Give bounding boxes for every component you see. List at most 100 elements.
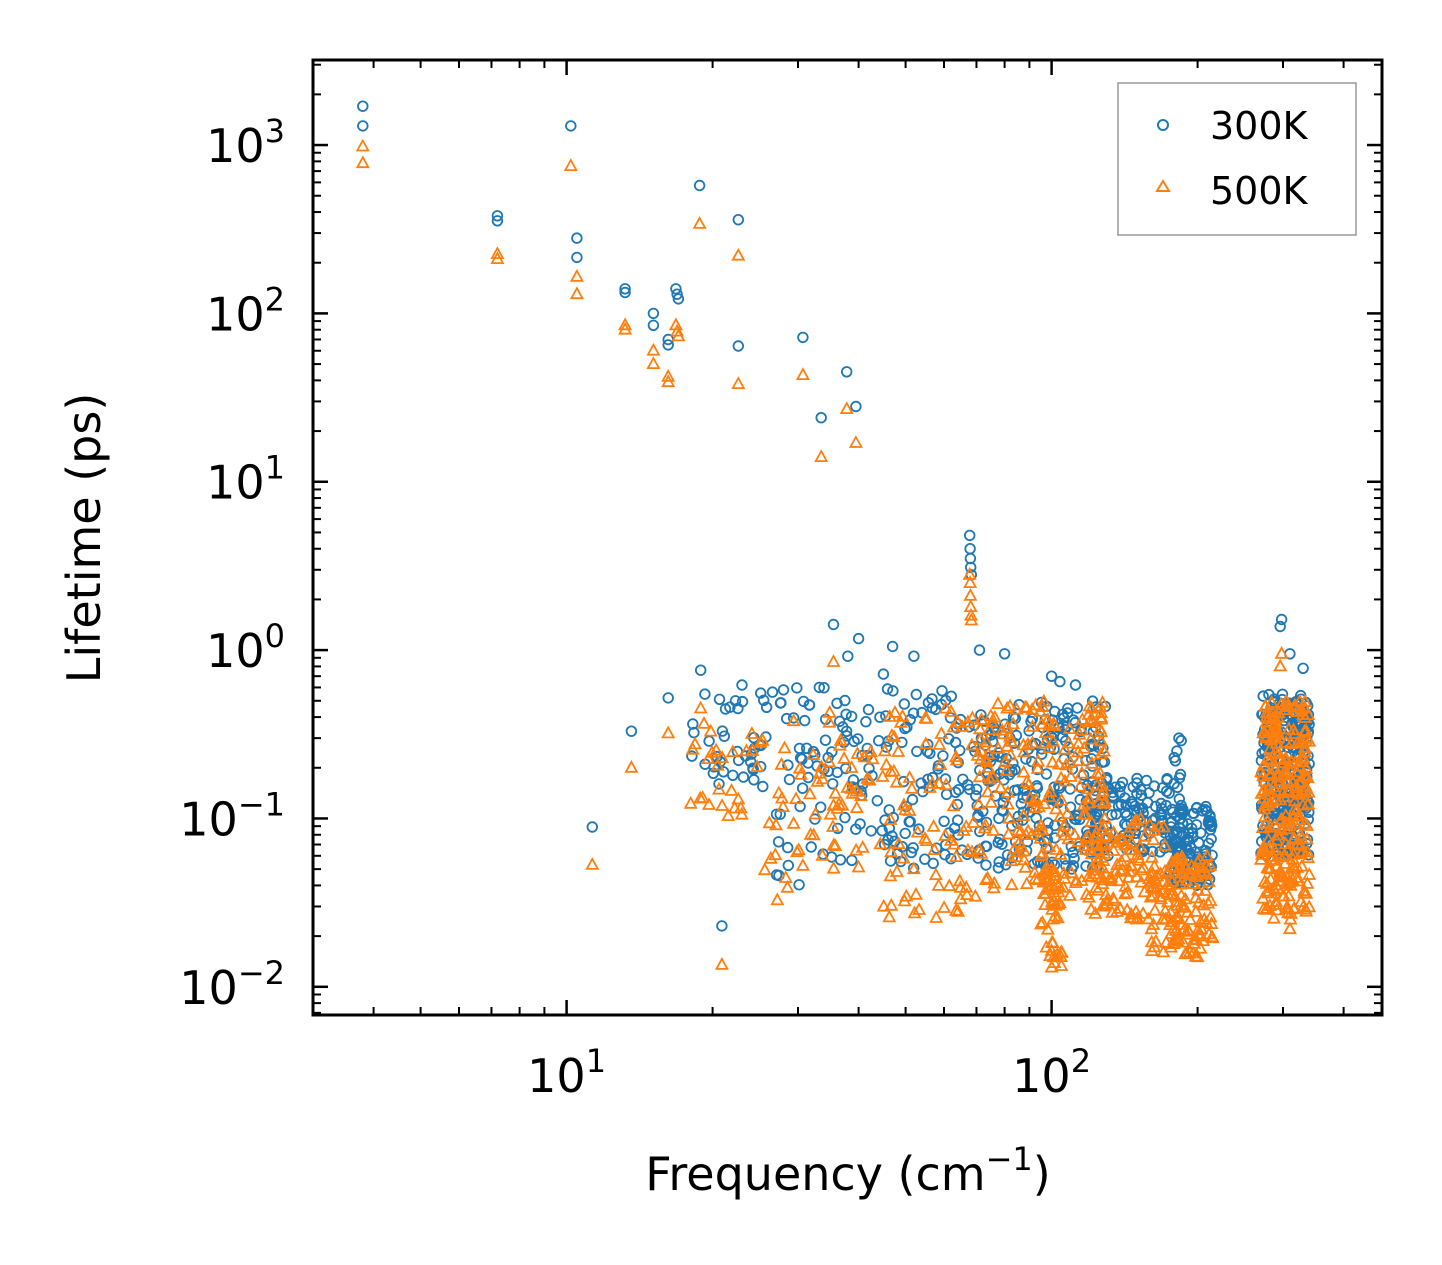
point-500k	[1061, 735, 1076, 749]
point-500k	[934, 726, 949, 739]
point-500k	[1150, 868, 1165, 882]
point-500k	[1294, 858, 1309, 872]
point-300k	[695, 664, 707, 676]
point-300k	[819, 734, 832, 746]
point-500k	[1095, 860, 1110, 874]
point-500k	[1040, 921, 1055, 935]
point-500k	[1268, 761, 1283, 775]
point-500k	[683, 795, 698, 809]
point-500k	[1121, 870, 1136, 883]
point-500k	[952, 873, 967, 887]
point-300k	[813, 681, 826, 694]
point-500k	[1047, 879, 1062, 893]
point-500k	[937, 900, 952, 913]
point-500k	[1259, 876, 1274, 889]
point-300k	[787, 712, 800, 724]
point-500k	[1136, 860, 1151, 873]
point-500k	[1302, 867, 1317, 880]
point-300k	[782, 841, 794, 854]
point-300k	[1071, 702, 1084, 714]
point-500k	[701, 751, 716, 764]
point-500k	[978, 872, 994, 885]
point-500k	[860, 770, 875, 784]
point-500k	[1271, 746, 1286, 759]
point-500k	[912, 902, 927, 915]
point-300k	[1173, 793, 1186, 805]
point-500k	[972, 769, 987, 783]
x-tick-label: 102	[1012, 1042, 1091, 1103]
point-300k	[1106, 809, 1118, 821]
point-500k	[1282, 921, 1297, 935]
point-500k	[832, 737, 847, 751]
point-300k	[1168, 751, 1180, 764]
point-500k	[837, 751, 852, 764]
point-300k	[951, 722, 963, 734]
point-300k	[1098, 756, 1111, 768]
point-500k	[928, 867, 943, 881]
point-300k	[748, 774, 760, 786]
point-500k	[942, 878, 957, 892]
point-500k	[1298, 781, 1313, 795]
point-300k	[1171, 745, 1183, 757]
point-500k	[803, 827, 818, 840]
point-500k	[1068, 875, 1083, 888]
point-500k	[883, 812, 898, 825]
point-300k	[1174, 822, 1186, 834]
point-500k	[1297, 723, 1312, 737]
point-500k	[918, 736, 933, 750]
point-500k	[1281, 901, 1296, 914]
point-300k	[724, 701, 736, 713]
point-500k	[948, 902, 964, 916]
point-500k	[1000, 700, 1015, 714]
point-500k	[1099, 893, 1114, 906]
point-300k	[911, 745, 923, 758]
y-tick-label: 101	[206, 449, 285, 510]
point-500k	[959, 887, 974, 900]
point-500k	[1147, 902, 1162, 916]
point-500k	[826, 837, 841, 851]
point-500k	[1298, 778, 1313, 792]
point-500k	[886, 763, 901, 777]
point-300k	[930, 703, 942, 716]
point-500k	[1261, 782, 1276, 795]
point-500k	[1104, 873, 1119, 887]
point-500k	[1104, 831, 1119, 845]
x-tick-label: 101	[527, 1042, 606, 1103]
point-300k	[775, 697, 787, 709]
point-300k	[1015, 798, 1027, 810]
point-500k	[670, 323, 685, 337]
point-300k	[1275, 613, 1288, 626]
point-500k	[1130, 813, 1145, 827]
point-500k	[1021, 776, 1036, 790]
point-500k	[1192, 928, 1207, 942]
point-500k	[977, 820, 992, 834]
point-300k	[686, 750, 698, 762]
point-500k	[1090, 869, 1105, 883]
point-500k	[990, 696, 1006, 709]
point-500k	[1035, 822, 1050, 836]
point-500k	[1106, 843, 1121, 856]
point-500k	[884, 728, 899, 741]
point-500k	[1283, 818, 1298, 831]
point-300k	[1175, 734, 1187, 747]
point-500k	[724, 783, 739, 796]
point-500k	[731, 376, 746, 390]
point-500k	[1134, 862, 1149, 876]
point-500k	[891, 744, 906, 757]
point-300k	[964, 543, 976, 555]
point-300k	[1067, 846, 1079, 859]
point-300k	[744, 756, 757, 768]
point-500k	[1097, 811, 1112, 824]
point-500k	[1142, 817, 1157, 831]
point-500k	[1145, 888, 1161, 902]
point-500k	[1144, 849, 1159, 863]
point-500k	[1016, 744, 1032, 758]
point-500k	[1000, 796, 1015, 810]
point-500k	[1203, 893, 1218, 906]
point-500k	[750, 759, 765, 772]
point-500k	[823, 806, 838, 820]
point-300k	[847, 774, 860, 786]
point-500k	[986, 769, 1001, 783]
point-500k	[1084, 814, 1099, 827]
